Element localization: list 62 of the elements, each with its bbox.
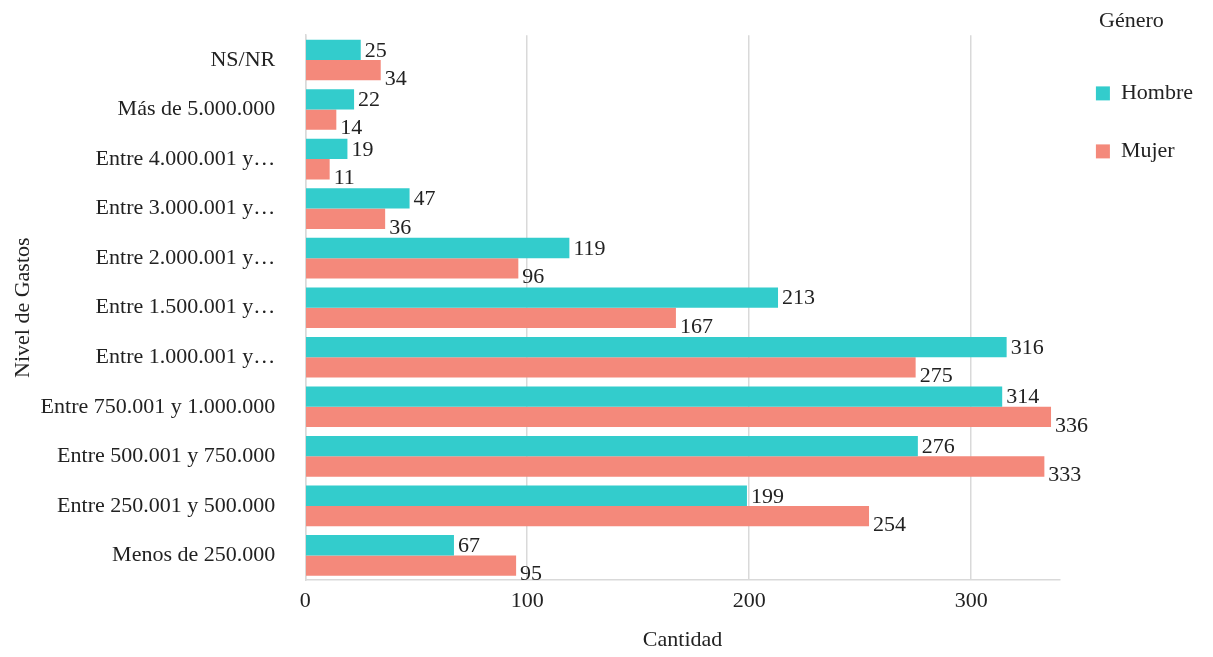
y-tick-label: Más de 5.000.000 (117, 95, 276, 121)
bar (306, 307, 676, 329)
bar (306, 39, 361, 60)
data-label: 34 (384, 64, 407, 90)
bar (306, 436, 918, 457)
bar (306, 287, 779, 308)
data-label: 275 (919, 362, 953, 388)
bar (306, 258, 519, 279)
y-tick-label: Entre 500.001 y 750.000 (57, 442, 276, 468)
legend-label: Hombre (1120, 79, 1193, 105)
x-tick-label: 300 (954, 587, 988, 613)
bar (306, 555, 517, 576)
x-tick-label: 0 (299, 587, 311, 613)
x-tick-label: 200 (732, 587, 766, 613)
data-label: 119 (573, 234, 606, 260)
bar (306, 386, 1003, 407)
y-tick-label: Entre 1.500.001 y… (95, 293, 276, 319)
data-label: 25 (364, 36, 387, 62)
legend-title: Género (1099, 6, 1164, 32)
bar (306, 505, 870, 527)
y-axis-title: Nivel de Gastos (8, 237, 34, 378)
data-label: 96 (522, 263, 545, 289)
y-tick-label: Entre 750.001 y 1.000.000 (40, 392, 276, 418)
bar (306, 336, 1007, 358)
data-label: 67 (457, 532, 480, 558)
bar (306, 159, 330, 180)
bar (306, 109, 337, 130)
x-tick-label: 100 (510, 587, 544, 613)
bar (306, 485, 747, 506)
data-label: 11 (333, 164, 355, 189)
y-tick-label: Entre 1.000.001 y… (95, 343, 276, 369)
data-label: 316 (1010, 333, 1044, 359)
bar (306, 208, 386, 229)
x-axis-title: Cantidad (642, 625, 723, 651)
data-label: 47 (413, 185, 436, 211)
bar (306, 535, 454, 556)
bar (306, 188, 410, 209)
y-tick-label: Entre 2.000.001 y… (95, 243, 276, 269)
data-label: 333 (1048, 461, 1082, 487)
y-tick-label: Entre 4.000.001 y… (95, 144, 276, 170)
bar (306, 406, 1052, 428)
data-label: 22 (358, 86, 381, 112)
data-label: 199 (750, 482, 784, 508)
y-tick-label: Entre 250.001 y 500.000 (57, 491, 276, 517)
bar (306, 59, 381, 81)
data-label: 314 (1006, 383, 1040, 409)
y-tick-label: NS/NR (210, 45, 276, 71)
y-tick-label: Entre 3.000.001 y… (95, 194, 276, 220)
bar (306, 456, 1045, 477)
data-label: 276 (921, 432, 955, 458)
bar (306, 138, 348, 160)
data-label: 167 (679, 312, 713, 338)
data-label: 213 (782, 284, 816, 310)
legend-label: Mujer (1120, 137, 1176, 163)
bar (306, 357, 916, 378)
data-label: 95 (520, 560, 543, 586)
data-label: 254 (873, 510, 907, 536)
bar (306, 237, 570, 259)
data-label: 36 (389, 213, 412, 239)
bar (306, 89, 355, 110)
y-tick-label: Menos de 250.000 (112, 541, 276, 567)
data-label: 336 (1055, 411, 1089, 437)
